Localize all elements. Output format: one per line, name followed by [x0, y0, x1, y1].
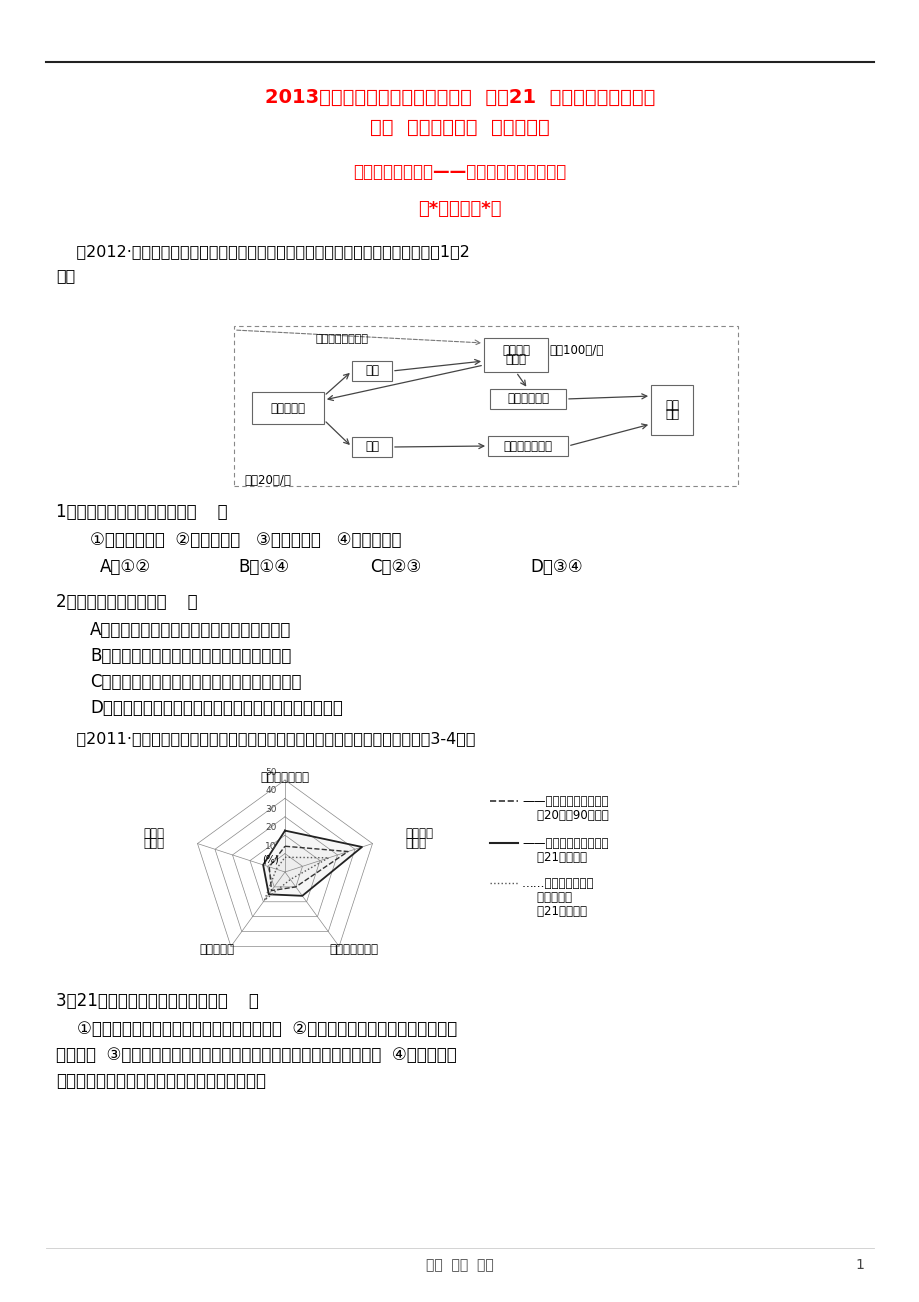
FancyBboxPatch shape — [490, 389, 565, 409]
Text: 利润20元/件: 利润20元/件 — [244, 474, 290, 487]
Text: 其他类: 其他类 — [143, 827, 165, 840]
Text: B．①④: B．①④ — [238, 559, 289, 575]
Text: 2．下列叙述正确的是（    ）: 2．下列叙述正确的是（ ） — [56, 592, 198, 611]
FancyBboxPatch shape — [483, 339, 548, 372]
Text: A．旅游鞋质量差是该鞋厂获利少的主要原因: A．旅游鞋质量差是该鞋厂获利少的主要原因 — [90, 621, 291, 639]
Text: ①资源型产品在我国出口产品中占有重要地位  ②技术型加工产品对我国出口额的贡: ①资源型产品在我国出口产品中占有重要地位 ②技术型加工产品对我国出口额的贡 — [56, 1019, 457, 1038]
Text: 市场: 市场 — [664, 408, 678, 421]
Text: 劳动密集: 劳动密集 — [405, 827, 433, 840]
Text: (%): (%) — [262, 854, 279, 865]
Text: 国际: 国际 — [664, 398, 678, 411]
FancyBboxPatch shape — [487, 436, 567, 456]
Text: 题。: 题。 — [56, 268, 75, 283]
Text: 《*基础达标*》: 《*基础达标*》 — [418, 201, 501, 217]
Text: D．放弃利用自己商标出口产品是该鞋厂发展的必然趋势: D．放弃利用自己商标出口产品是该鞋厂发展的必然趋势 — [90, 699, 343, 717]
FancyBboxPatch shape — [651, 385, 692, 435]
Polygon shape — [264, 857, 328, 900]
Text: 20: 20 — [265, 823, 277, 832]
Text: A．①②: A．①② — [100, 559, 151, 575]
Text: B．节能减排是该鞋厂提高利润的最重要途径: B．节能减排是该鞋厂提高利润的最重要途径 — [90, 647, 291, 665]
Text: 某公司: 某公司 — [505, 353, 526, 366]
Text: 订单、订金、技术: 订单、订金、技术 — [315, 335, 369, 344]
Text: 2013年高考地理一轮复习精品学案  专题21  工业地域的形成和工: 2013年高考地理一轮复习精品学案 专题21 工业地域的形成和工 — [265, 89, 654, 107]
Text: 资本型加工产品: 资本型加工产品 — [329, 944, 378, 957]
Text: D．③④: D．③④ — [529, 559, 582, 575]
Text: C．该类鞋厂有向我国中、西部地区转移的趋势: C．该类鞋厂有向我国中、西部地区转移的趋势 — [90, 673, 301, 691]
Text: （21世纪初）: （21世纪初） — [521, 905, 586, 918]
Text: C．②③: C．②③ — [369, 559, 421, 575]
Text: 产品占世界同类产品出口额比重低于资源型产品: 产品占世界同类产品出口额比重低于资源型产品 — [56, 1072, 266, 1090]
Text: ——占我国出口总额比重: ——占我国出口总额比重 — [521, 796, 607, 809]
Text: 献率最大  ③劳动密集型产品在世界上的出口竞争力强于技术型加工产品  ④资本型加工: 献率最大 ③劳动密集型产品在世界上的出口竞争力强于技术型加工产品 ④资本型加工 — [56, 1046, 456, 1064]
Text: ①廉价的劳动力  ②丰富的能源   ③较高的技术   ④低廉的地价: ①廉价的劳动力 ②丰富的能源 ③较高的技术 ④低廉的地价 — [90, 531, 401, 549]
Text: ……占世界同类产品: ……占世界同类产品 — [521, 878, 594, 891]
Text: 《课后巩固测试》——同步考查全面提升能力: 《课后巩固测试》——同步考查全面提升能力 — [353, 163, 566, 181]
Text: 1．该鞋厂的优势区位条件有（    ）: 1．该鞋厂的优势区位条件有（ ） — [56, 503, 227, 521]
Text: 30: 30 — [265, 805, 277, 814]
Text: （2012·豫南九校联考）读我国东部地区某鞋厂同一旅游鞋产销流程示意图，回答1～2: （2012·豫南九校联考）读我国东部地区某鞋厂同一旅游鞋产销流程示意图，回答1～… — [56, 243, 470, 259]
Text: 用心  爱心  专心: 用心 爱心 专心 — [425, 1258, 494, 1272]
Text: 1: 1 — [855, 1258, 864, 1272]
Text: 西方国家: 西方国家 — [502, 344, 529, 357]
Text: 型产品: 型产品 — [143, 837, 165, 850]
Text: 10: 10 — [265, 841, 277, 850]
Text: 产品: 产品 — [365, 440, 379, 453]
FancyBboxPatch shape — [352, 437, 391, 457]
Text: 产品: 产品 — [365, 365, 379, 378]
Text: 型产品: 型产品 — [405, 837, 426, 850]
Text: 业区  课后巩固测试  （学生版）: 业区 课后巩固测试 （学生版） — [369, 118, 550, 137]
FancyBboxPatch shape — [352, 361, 391, 381]
Text: （21世纪初）: （21世纪初） — [521, 852, 586, 865]
Text: ——占我国出口总额比重: ——占我国出口总额比重 — [521, 837, 607, 850]
Polygon shape — [263, 831, 361, 896]
Text: 3．21世纪初我国各类出口产品中（    ）: 3．21世纪初我国各类出口产品中（ ） — [56, 992, 258, 1010]
Text: （20世纪90年代）: （20世纪90年代） — [521, 809, 608, 822]
Polygon shape — [269, 846, 347, 891]
Text: 40: 40 — [265, 786, 277, 796]
Text: 50: 50 — [265, 768, 277, 777]
Text: 国际著名商标: 国际著名商标 — [506, 392, 549, 405]
Text: 资源型产品: 资源型产品 — [199, 944, 233, 957]
Text: 利润100元/件: 利润100元/件 — [549, 345, 603, 358]
Text: 技术型加工产品: 技术型加工产品 — [260, 771, 309, 784]
FancyBboxPatch shape — [252, 392, 323, 424]
Text: 我国某鞋厂: 我国某鞋厂 — [270, 401, 305, 414]
Text: （2011·江苏高考改编）下图为我国各类产品出口额相关数据示意图。读图回答3-4题。: （2011·江苏高考改编）下图为我国各类产品出口额相关数据示意图。读图回答3-4… — [56, 730, 475, 746]
Text: 利用自己的商标: 利用自己的商标 — [503, 440, 552, 453]
Text: 出口额比重: 出口额比重 — [521, 891, 572, 904]
